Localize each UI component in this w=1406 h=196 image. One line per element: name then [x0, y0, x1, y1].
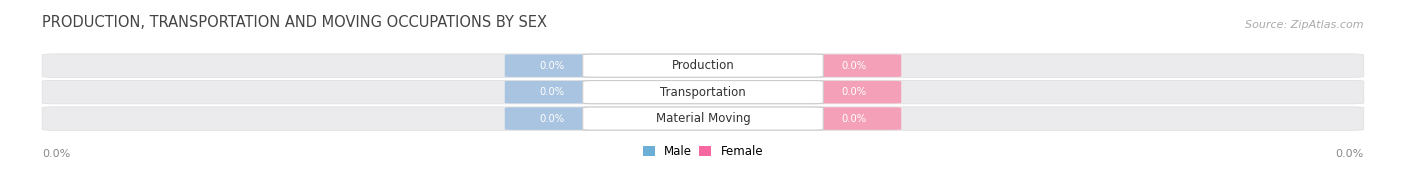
Text: Production: Production	[672, 59, 734, 72]
FancyBboxPatch shape	[582, 54, 824, 77]
FancyBboxPatch shape	[582, 81, 824, 104]
Text: Source: ZipAtlas.com: Source: ZipAtlas.com	[1246, 20, 1364, 30]
Text: 0.0%: 0.0%	[841, 61, 866, 71]
FancyBboxPatch shape	[505, 54, 600, 77]
Text: 0.0%: 0.0%	[841, 87, 866, 97]
FancyBboxPatch shape	[505, 107, 600, 130]
FancyBboxPatch shape	[582, 107, 824, 130]
FancyBboxPatch shape	[806, 107, 901, 130]
FancyBboxPatch shape	[42, 54, 1364, 77]
Text: 0.0%: 0.0%	[841, 113, 866, 124]
FancyBboxPatch shape	[42, 107, 1364, 130]
Text: PRODUCTION, TRANSPORTATION AND MOVING OCCUPATIONS BY SEX: PRODUCTION, TRANSPORTATION AND MOVING OC…	[42, 15, 547, 30]
Text: 0.0%: 0.0%	[540, 87, 565, 97]
Legend: Male, Female: Male, Female	[638, 140, 768, 163]
Text: 0.0%: 0.0%	[540, 113, 565, 124]
Text: 0.0%: 0.0%	[1336, 149, 1364, 159]
FancyBboxPatch shape	[806, 54, 901, 77]
FancyBboxPatch shape	[806, 81, 901, 103]
Text: 0.0%: 0.0%	[540, 61, 565, 71]
Text: Material Moving: Material Moving	[655, 112, 751, 125]
Text: 0.0%: 0.0%	[42, 149, 70, 159]
FancyBboxPatch shape	[505, 81, 600, 103]
FancyBboxPatch shape	[42, 80, 1364, 104]
Text: Transportation: Transportation	[661, 86, 745, 99]
